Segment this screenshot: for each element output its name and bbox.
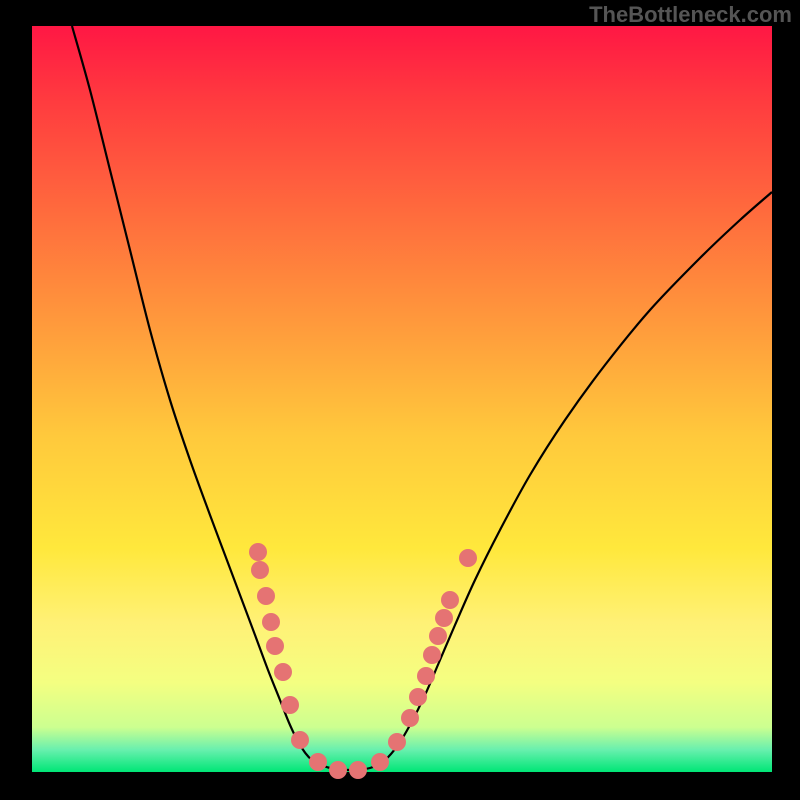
data-marker — [371, 753, 389, 771]
data-marker — [274, 663, 292, 681]
data-marker — [329, 761, 347, 779]
data-marker — [262, 613, 280, 631]
data-marker — [249, 543, 267, 561]
data-marker — [257, 587, 275, 605]
data-marker — [441, 591, 459, 609]
data-marker — [409, 688, 427, 706]
chart-container: TheBottleneck.com — [0, 0, 800, 800]
watermark-text: TheBottleneck.com — [589, 2, 792, 28]
data-marker — [417, 667, 435, 685]
bottleneck-chart-svg — [0, 0, 800, 800]
data-marker — [281, 696, 299, 714]
data-marker — [266, 637, 284, 655]
data-marker — [251, 561, 269, 579]
data-marker — [423, 646, 441, 664]
data-marker — [309, 753, 327, 771]
data-marker — [388, 733, 406, 751]
data-marker — [435, 609, 453, 627]
data-marker — [459, 549, 477, 567]
data-marker — [291, 731, 309, 749]
data-marker — [429, 627, 447, 645]
data-marker — [401, 709, 419, 727]
plot-area — [32, 26, 772, 772]
data-marker — [349, 761, 367, 779]
